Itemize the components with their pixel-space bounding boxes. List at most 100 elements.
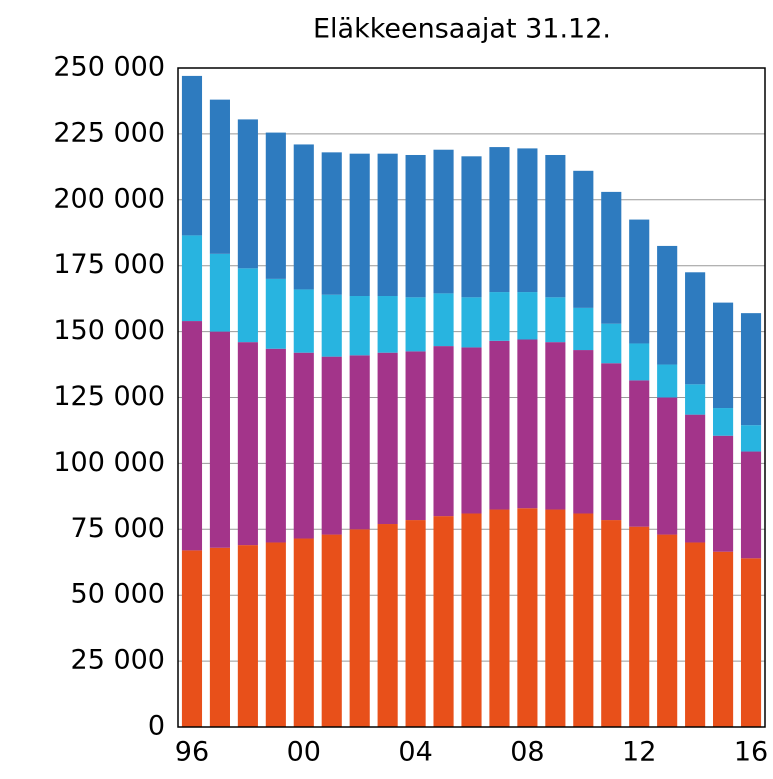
bar-segment [209, 99, 230, 254]
bar-segment [321, 294, 342, 357]
bar-segment [433, 516, 454, 727]
bar-segment [405, 351, 426, 521]
bar-segment [629, 343, 650, 381]
bar-segment [517, 148, 538, 293]
bar-segment [433, 149, 454, 294]
bar-segment [545, 154, 566, 298]
bar-segment [293, 144, 314, 290]
bar-segment [293, 352, 314, 539]
bar-segment [349, 529, 370, 727]
bar-segment [685, 542, 706, 727]
bar-segment [489, 340, 510, 510]
bar-segment [629, 380, 650, 527]
y-tick-label: 25 000 [71, 645, 165, 676]
bar-segment [740, 558, 762, 727]
bar-segment [517, 339, 538, 509]
bar-segment [237, 342, 258, 546]
bar-segment [601, 520, 622, 727]
bar-segment [657, 397, 678, 535]
bar-segment [713, 551, 734, 727]
bar-segment [293, 538, 314, 727]
bar-segment [489, 147, 510, 293]
bar-segment [349, 153, 370, 297]
x-tick-label: 12 [622, 737, 656, 768]
bar-segment [461, 513, 482, 727]
x-tick-label: 00 [287, 737, 321, 768]
bar-segment [657, 245, 678, 365]
y-tick-label: 150 000 [53, 315, 165, 346]
bar-segment [209, 253, 230, 332]
bar-segment [517, 508, 538, 727]
bar-segment [489, 292, 510, 341]
bar-segment [713, 408, 734, 436]
bar-segment [265, 132, 286, 279]
bar-segment [545, 297, 566, 343]
bar-segment [377, 352, 398, 525]
chart-title: Eläkkeensaajat 31.12. [313, 14, 611, 45]
y-tick-label: 125 000 [53, 381, 165, 412]
bar-segment [713, 435, 734, 552]
bar-segment [573, 307, 594, 351]
bar-segment [181, 321, 203, 551]
bar-segment [461, 297, 482, 348]
bar-segment [657, 534, 678, 727]
x-tick-label: 04 [398, 737, 432, 768]
y-tick-label: 250 000 [53, 52, 165, 83]
bar-segment [573, 350, 594, 514]
bar-segment [377, 524, 398, 727]
bar-segment [685, 272, 706, 385]
bar-segment [685, 384, 706, 415]
y-tick-label: 225 000 [53, 117, 165, 148]
bar-segment [181, 550, 203, 727]
y-tick-label: 0 [148, 711, 165, 742]
bar-segment [293, 289, 314, 353]
bar-segment [405, 154, 426, 298]
bar-segment [685, 414, 706, 543]
y-tick-label: 175 000 [53, 249, 165, 280]
x-tick-label: 08 [510, 737, 544, 768]
bar-segment [237, 119, 258, 269]
bar-segment [545, 342, 566, 510]
bar-segment [545, 509, 566, 727]
bar-segment [433, 346, 454, 517]
bar-segment [405, 520, 426, 727]
bar-segment [349, 355, 370, 530]
y-tick-label: 200 000 [53, 183, 165, 214]
bar-segment [740, 425, 762, 452]
bar-segment [461, 156, 482, 298]
bar-segment [181, 75, 203, 236]
bar-segment [237, 268, 258, 343]
bar-segment [405, 297, 426, 352]
bar-segment [601, 323, 622, 364]
bar-segment [489, 509, 510, 727]
bar-segment [209, 331, 230, 548]
bar-segment [740, 313, 762, 426]
bar-segment [601, 363, 622, 521]
x-tick-label: 16 [734, 737, 768, 768]
bar-segment [377, 296, 398, 353]
bar-segment [657, 364, 678, 398]
y-tick-label: 100 000 [53, 447, 165, 478]
plot-border [177, 67, 766, 728]
y-tick-label: 75 000 [71, 513, 165, 544]
bar-segment [461, 347, 482, 514]
x-tick-label: 96 [175, 737, 209, 768]
bar-segment [321, 152, 342, 295]
bar-segment [740, 451, 762, 559]
bar-segment [237, 545, 258, 727]
y-tick-label: 50 000 [71, 579, 165, 610]
bar-segment [629, 526, 650, 727]
bar-segment [573, 513, 594, 727]
bar-segment [265, 348, 286, 543]
bar-segment [209, 547, 230, 727]
bar-segment [713, 302, 734, 409]
bar-segment [265, 542, 286, 727]
bar-segment [433, 293, 454, 347]
bar-segment [349, 296, 370, 356]
bar-segment [321, 356, 342, 535]
bar-segment [629, 219, 650, 344]
bar-segment [601, 191, 622, 324]
bar-segment [265, 278, 286, 349]
bar-segment [517, 292, 538, 340]
